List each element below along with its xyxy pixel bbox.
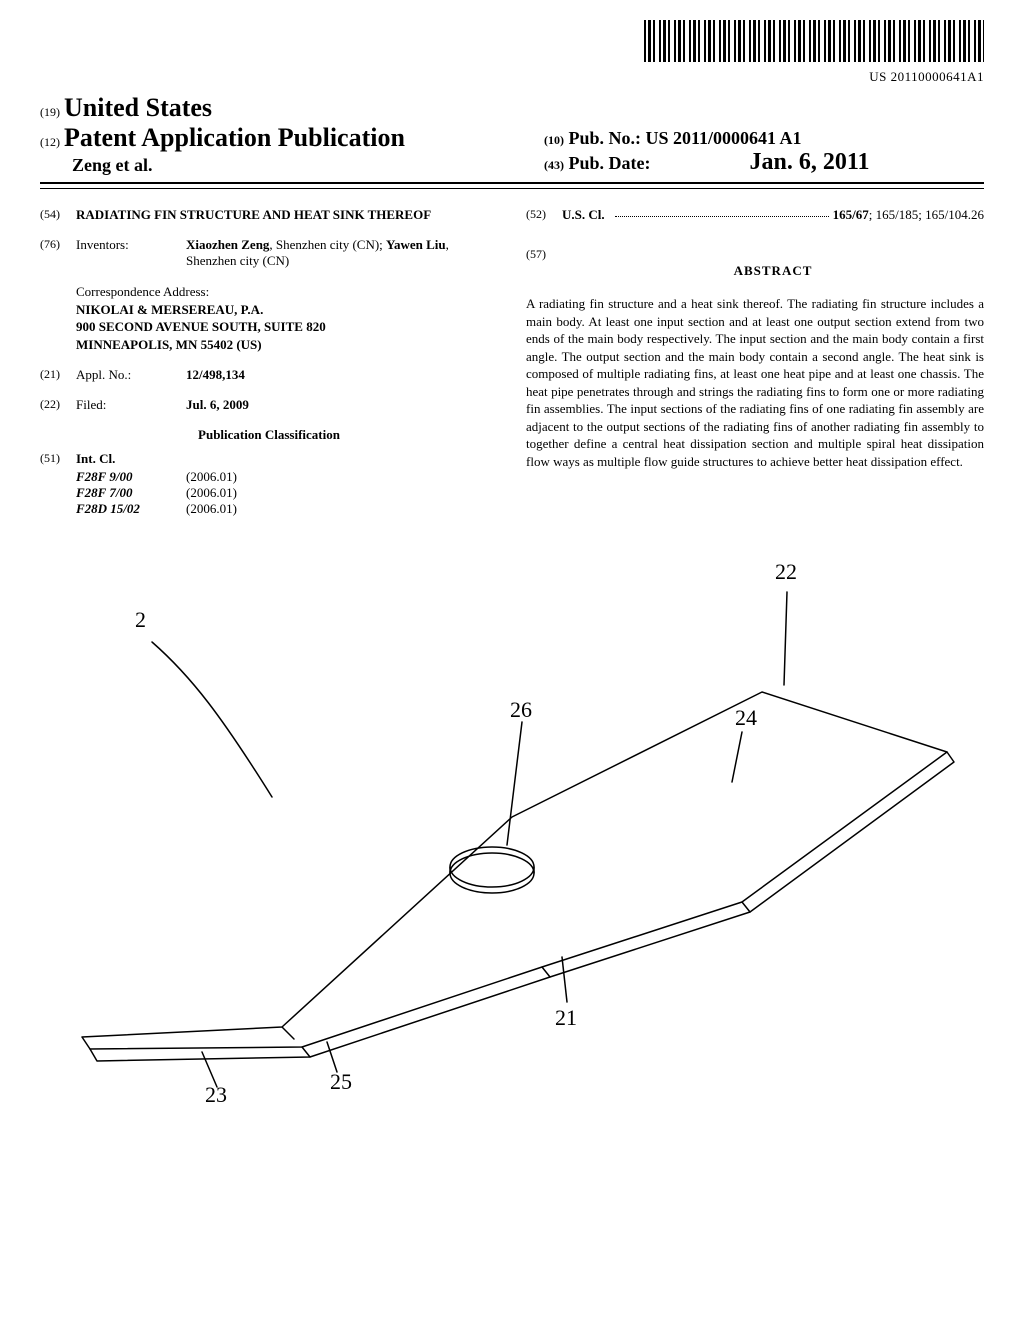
corr-line-2: MINNEAPOLIS, MN 55402 (US)	[76, 336, 498, 354]
authors: Zeng et al.	[72, 155, 524, 176]
intcl-code-0: F28F 9/00	[76, 469, 186, 485]
left-column: (54) RADIATING FIN STRUCTURE AND HEAT SI…	[40, 207, 498, 517]
intcl-ver-2: (2006.01)	[186, 501, 237, 517]
inid-12: (12)	[40, 135, 60, 149]
fig-label-26: 26	[510, 697, 532, 723]
barcode-graphic	[644, 20, 984, 62]
header-left: (19) United States (12) Patent Applicati…	[40, 93, 524, 176]
intcl-label: Int. Cl.	[76, 451, 115, 467]
pubclass-heading: Publication Classification	[40, 427, 498, 443]
pubdate-line: (43) Pub. Date: Jan. 6, 2011	[544, 149, 984, 176]
country: United States	[64, 93, 212, 122]
intcl-code-2: F28D 15/02	[76, 501, 186, 517]
barcode-region: US 20110000641A1	[40, 20, 984, 85]
inid-51: (51)	[40, 451, 76, 467]
intcl-ver-0: (2006.01)	[186, 469, 237, 485]
fig-label-25: 25	[330, 1069, 352, 1095]
inid-43: (43)	[544, 158, 564, 172]
fig-label-23: 23	[205, 1082, 227, 1108]
field-21: (21) Appl. No.: 12/498,134	[40, 367, 498, 383]
inid-57: (57)	[526, 247, 562, 295]
figure-svg	[40, 547, 984, 1107]
field-22: (22) Filed: Jul. 6, 2009	[40, 397, 498, 413]
abstract-heading: ABSTRACT	[562, 263, 984, 279]
intcl-table: F28F 9/00 (2006.01) F28F 7/00 (2006.01) …	[76, 469, 498, 517]
header-block: (19) United States (12) Patent Applicati…	[40, 93, 984, 184]
pubno-label: Pub. No.:	[569, 128, 642, 148]
pubdate-value: Jan. 6, 2011	[750, 149, 870, 175]
header-right: (10) Pub. No.: US 2011/0000641 A1 (43) P…	[524, 128, 984, 176]
intcl-ver-1: (2006.01)	[186, 485, 237, 501]
inid-10: (10)	[544, 133, 564, 147]
inventors-value: Xiaozhen Zeng, Shenzhen city (CN); Yawen…	[186, 237, 498, 269]
corr-line-1: 900 SECOND AVENUE SOUTH, SUITE 820	[76, 318, 498, 336]
field-54: (54) RADIATING FIN STRUCTURE AND HEAT SI…	[40, 207, 498, 223]
corr-line-0: NIKOLAI & MERSEREAU, P.A.	[76, 301, 498, 319]
inid-21: (21)	[40, 367, 76, 383]
field-76: (76) Inventors: Xiaozhen Zeng, Shenzhen …	[40, 237, 498, 269]
dockind-line: (12) Patent Application Publication	[40, 123, 524, 153]
figure-region: 2 22 26 24 21 25 23	[40, 547, 984, 1107]
corr-label: Correspondence Address:	[76, 283, 498, 301]
field-52: (52) U.S. Cl. 165/67; 165/185; 165/104.2…	[526, 207, 984, 223]
correspondence-block: Correspondence Address: NIKOLAI & MERSER…	[76, 283, 498, 353]
inid-22: (22)	[40, 397, 76, 413]
intcl-row-1: F28F 7/00 (2006.01)	[76, 485, 498, 501]
pubno-value: US 2011/0000641 A1	[646, 128, 802, 148]
field-57: (57) ABSTRACT	[526, 247, 984, 295]
intcl-code-1: F28F 7/00	[76, 485, 186, 501]
country-line: (19) United States	[40, 93, 524, 123]
doc-kind: Patent Application Publication	[64, 123, 405, 152]
intcl-row-2: F28D 15/02 (2006.01)	[76, 501, 498, 517]
intcl-row-0: F28F 9/00 (2006.01)	[76, 469, 498, 485]
fig-label-2: 2	[135, 607, 146, 633]
header-rule	[40, 188, 984, 189]
uscl-dots	[615, 207, 829, 217]
inid-76: (76)	[40, 237, 76, 269]
applno-label: Appl. No.:	[76, 367, 186, 383]
fig-label-24: 24	[735, 705, 757, 731]
abstract-body: A radiating fin structure and a heat sin…	[526, 295, 984, 470]
right-column: (52) U.S. Cl. 165/67; 165/185; 165/104.2…	[526, 207, 984, 517]
applno-value: 12/498,134	[186, 367, 498, 383]
inid-54: (54)	[40, 207, 76, 223]
filed-label: Filed:	[76, 397, 186, 413]
inventors-label: Inventors:	[76, 237, 186, 269]
uscl-label: U.S. Cl.	[562, 207, 605, 223]
field-51: (51) Int. Cl.	[40, 451, 498, 467]
uscl-value: 165/67; 165/185; 165/104.26	[833, 207, 984, 223]
pubdate-label: Pub. Date:	[569, 153, 651, 173]
barcode-text: US 20110000641A1	[40, 69, 984, 85]
pubno-line: (10) Pub. No.: US 2011/0000641 A1	[544, 128, 984, 149]
fig-label-21: 21	[555, 1005, 577, 1031]
invention-title: RADIATING FIN STRUCTURE AND HEAT SINK TH…	[76, 207, 431, 223]
inid-19: (19)	[40, 105, 60, 119]
biblio-columns: (54) RADIATING FIN STRUCTURE AND HEAT SI…	[40, 207, 984, 517]
fig-label-22: 22	[775, 559, 797, 585]
inid-52: (52)	[526, 207, 562, 223]
filed-value: Jul. 6, 2009	[186, 397, 498, 413]
